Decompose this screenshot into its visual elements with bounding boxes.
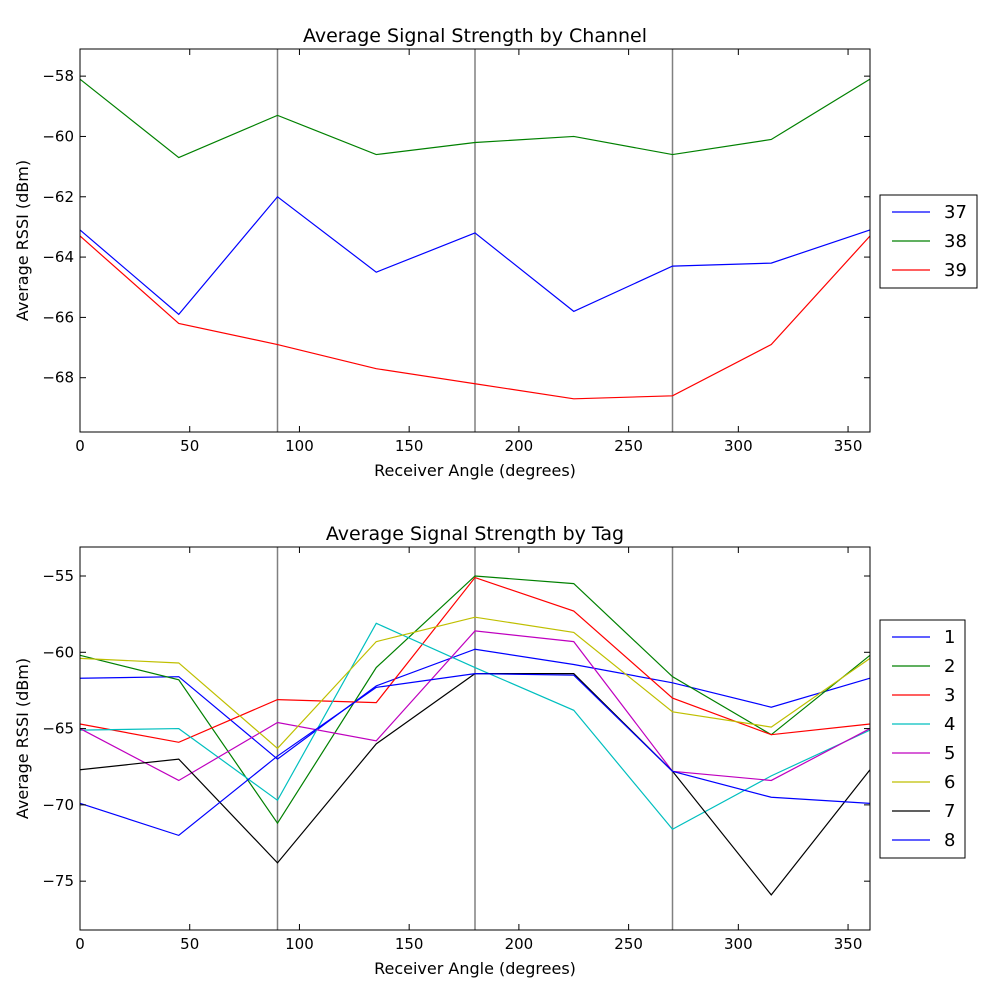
plot-frame — [79, 48, 871, 433]
chart-2: 0 50 100 150 200 250 300 350 −75 −70 −65 −60 −55 Aver… — [13, 523, 966, 978]
legend: 1 2 3 4 5 6 7 8 — [879, 619, 966, 859]
x-tick-label: 50 — [180, 437, 199, 455]
series-line-37 — [79, 195, 871, 316]
x-tick-label: 300 — [724, 437, 753, 455]
x-tick-label: 350 — [834, 935, 863, 953]
x-axis-label: Receiver Angle (degrees) — [374, 461, 576, 480]
x-tick-label: 150 — [395, 437, 424, 455]
y-tick-label: −66 — [42, 308, 74, 326]
legend-label: 1 — [944, 627, 955, 648]
legend-label: 5 — [944, 743, 955, 764]
series-line-39 — [79, 235, 871, 400]
y-tick-label: −75 — [42, 872, 74, 890]
y-tick-label: −60 — [42, 643, 74, 661]
series-line-5 — [79, 630, 871, 782]
x-tick-label: 100 — [285, 935, 314, 953]
series-line-38 — [79, 78, 871, 159]
legend-box — [879, 619, 966, 859]
chart-title: Average Signal Strength by Tag — [326, 523, 624, 545]
y-axis-label: Average RSSI (dBm) — [13, 160, 32, 321]
legend-label: 4 — [944, 714, 955, 735]
series-line-6 — [79, 616, 871, 750]
x-tick-label: 200 — [505, 935, 534, 953]
series-line-4 — [79, 622, 871, 831]
legend-label: 2 — [944, 656, 955, 677]
y-tick-label: −65 — [42, 720, 74, 738]
legend-label: 38 — [944, 231, 967, 252]
legend-label: 7 — [944, 801, 955, 822]
x-tick-label: 250 — [614, 437, 643, 455]
y-tick-label: −70 — [42, 796, 74, 814]
x-tick-label: 50 — [180, 935, 199, 953]
y-tick-label: −68 — [42, 369, 74, 387]
x-tick-label: 150 — [395, 935, 424, 953]
y-tick-label: −55 — [42, 567, 74, 585]
y-tick-label: −60 — [42, 127, 74, 145]
x-axis-label: Receiver Angle (degrees) — [374, 959, 576, 978]
plot-frame — [79, 546, 871, 931]
legend-label: 6 — [944, 772, 955, 793]
y-tick-label: −62 — [42, 188, 74, 206]
y-tick-label: −58 — [42, 67, 74, 85]
legend-label: 37 — [944, 202, 967, 223]
x-tick-label: 250 — [614, 935, 643, 953]
x-tick-label: 100 — [285, 437, 314, 455]
chart-1: 0 50 100 150 200 250 300 350 −68 −66 −64 −62 −60 −58 A… — [13, 25, 978, 480]
chart-title: Average Signal Strength by Channel — [303, 25, 647, 47]
x-tick-label: 200 — [505, 437, 534, 455]
x-tick-label: 0 — [75, 935, 85, 953]
series-line-8 — [79, 673, 871, 837]
y-tick-label: −64 — [42, 248, 74, 266]
legend-label: 8 — [944, 830, 955, 851]
series-line-1 — [79, 648, 871, 760]
x-tick-label: 300 — [724, 935, 753, 953]
legend: 37 38 39 — [879, 194, 978, 289]
x-tick-label: 0 — [75, 437, 85, 455]
legend-label: 39 — [944, 260, 967, 281]
x-tick-label: 350 — [834, 437, 863, 455]
legend-label: 3 — [944, 685, 955, 706]
y-axis-label: Average RSSI (dBm) — [13, 658, 32, 819]
